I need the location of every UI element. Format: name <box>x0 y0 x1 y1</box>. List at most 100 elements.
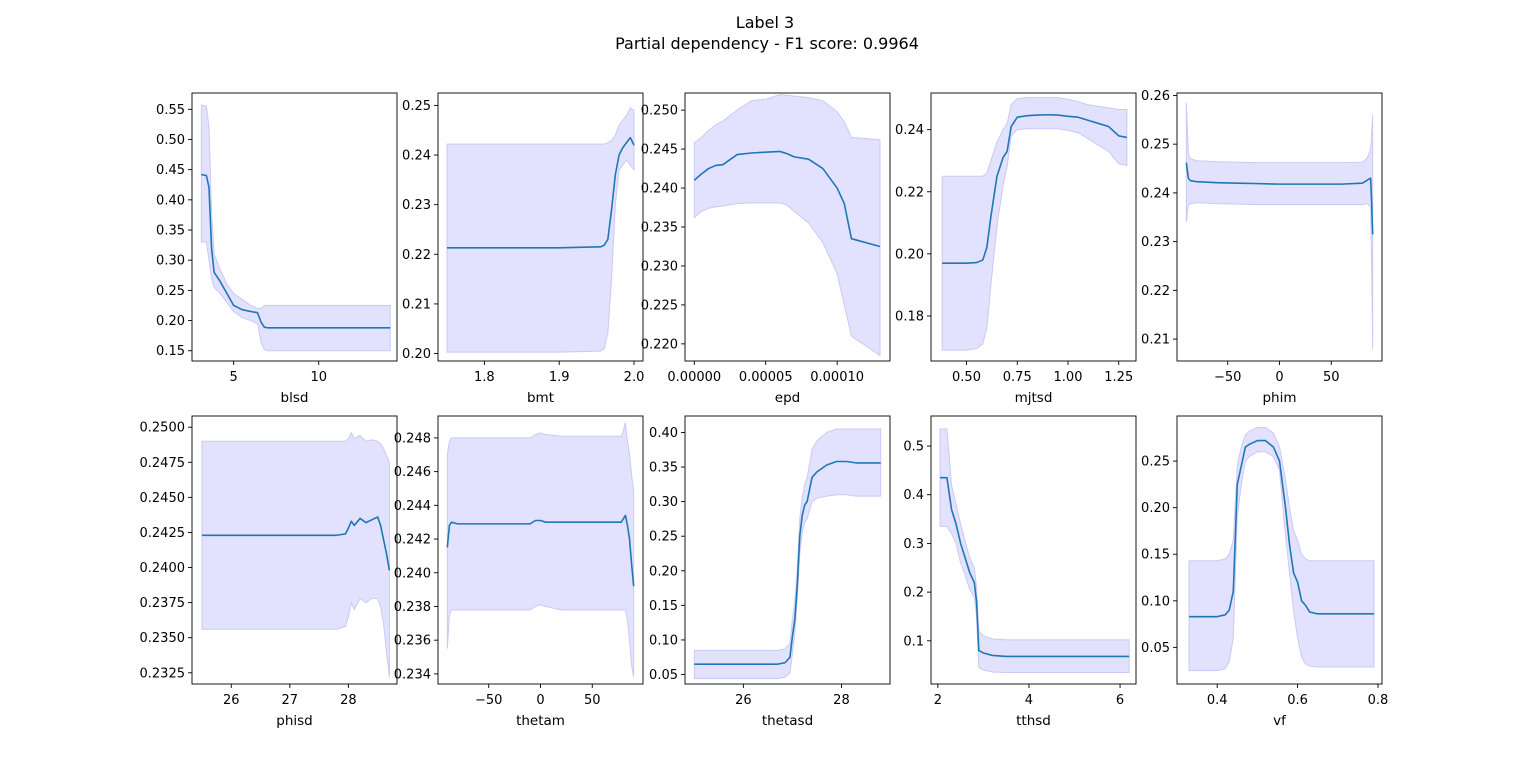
x-tick-label: 0 <box>536 693 544 708</box>
subplot-tthsd: 2 4 6 0.1 0.2 0.3 0.4 0.5 tthsd <box>903 415 1137 729</box>
y-tick-label: 0.22 <box>895 185 924 200</box>
x-tick-label: −50 <box>1214 370 1241 385</box>
x-tick-label: 2 <box>934 693 942 708</box>
x-tick-label: 50 <box>1323 370 1340 385</box>
x-axis-label: phisd <box>276 713 312 729</box>
y-tick-label: 0.05 <box>1141 641 1170 656</box>
x-tick-label: 0.4 <box>1207 693 1228 708</box>
x-axis-label: epd <box>775 390 800 406</box>
axes-frame-phisd <box>191 415 398 685</box>
y-tick-label: 0.15 <box>156 344 185 359</box>
y-tick-label: 0.234 <box>394 667 431 682</box>
subplot-phim: −50 0 50 0.21 0.22 0.23 0.24 0.25 0.26 phim <box>1141 89 1383 406</box>
confidence-band-bmt <box>446 107 635 353</box>
x-tick-label: 0.75 <box>1003 370 1032 385</box>
y-tick-label: 0.236 <box>394 634 431 649</box>
y-tick-label: 0.55 <box>156 103 185 118</box>
x-axis-label: tthsd <box>1016 713 1051 729</box>
y-tick-label: 0.244 <box>394 499 431 514</box>
x-tick-label: 2.0 <box>624 370 645 385</box>
y-tick-label: 0.25 <box>1141 455 1170 470</box>
y-tick-label: 0.22 <box>1141 284 1170 299</box>
x-tick-label: 50 <box>584 693 601 708</box>
y-tick-label: 0.25 <box>156 284 185 299</box>
subplot-epd: 0.00000 0.00005 0.00010 0.220 0.225 0.230 0.23… <box>641 92 891 406</box>
y-tick-label: 0.23 <box>402 198 431 213</box>
dependency-line-tthsd <box>940 476 1130 658</box>
confidence-band-blsd <box>200 104 391 352</box>
y-tick-label: 0.24 <box>895 123 924 138</box>
y-tick-label: 0.30 <box>649 495 678 510</box>
y-tick-label: 0.2 <box>903 586 924 601</box>
subplot-thetasd: 26 28 0.05 0.10 0.15 0.20 0.25 0.30 0.35 0.40 thet… <box>649 415 891 729</box>
y-tick-label: 0.21 <box>1141 333 1170 348</box>
x-tick-label: 10 <box>310 370 327 385</box>
dependency-line-thetasd <box>694 460 881 665</box>
dependency-line-bmt <box>446 136 635 249</box>
confidence-band-thetam <box>446 422 635 678</box>
y-tick-label: 0.22 <box>402 248 431 263</box>
axes-frame-mjtsd <box>930 92 1137 362</box>
x-tick-label: 1.00 <box>1054 370 1083 385</box>
y-tick-label: 0.2425 <box>140 526 186 541</box>
x-axis-label: bmt <box>527 390 554 406</box>
x-tick-label: 28 <box>833 693 850 708</box>
y-tick-label: 0.20 <box>649 564 678 579</box>
x-tick-label: 0.00010 <box>810 370 864 385</box>
y-tick-label: 0.40 <box>649 426 678 441</box>
confidence-band-thetasd <box>693 428 882 680</box>
y-tick-label: 0.2400 <box>140 561 186 576</box>
y-tick-label: 0.20 <box>156 314 185 329</box>
x-tick-label: 26 <box>735 693 752 708</box>
y-tick-label: 0.24 <box>1141 186 1170 201</box>
x-axis-label: phim <box>1262 390 1296 406</box>
y-tick-label: 0.45 <box>156 163 185 178</box>
y-tick-label: 0.225 <box>641 298 678 313</box>
y-tick-label: 0.18 <box>895 309 924 324</box>
dependency-line-mjtsd <box>942 113 1128 264</box>
y-tick-label: 0.25 <box>402 99 431 114</box>
y-tick-label: 0.20 <box>895 247 924 262</box>
y-tick-label: 0.1 <box>903 634 924 649</box>
y-tick-label: 0.220 <box>641 337 678 352</box>
y-tick-label: 0.25 <box>649 530 678 545</box>
y-tick-label: 0.240 <box>394 566 431 581</box>
x-tick-label: 27 <box>282 693 299 708</box>
dependency-line-phisd <box>201 516 391 571</box>
confidence-band-tthsd <box>939 428 1130 673</box>
x-axis-label: mjtsd <box>1015 390 1053 406</box>
y-tick-label: 0.2350 <box>140 631 186 646</box>
y-tick-label: 0.40 <box>156 193 185 208</box>
y-tick-label: 0.4 <box>903 488 924 503</box>
y-tick-label: 0.2450 <box>140 491 186 506</box>
x-tick-label: 6 <box>1116 693 1124 708</box>
figure-title-line2: Partial dependency - F1 score: 0.9964 <box>615 34 919 53</box>
x-tick-label: 1.8 <box>474 370 495 385</box>
x-axis-label: thetam <box>516 713 565 729</box>
y-tick-label: 0.21 <box>402 297 431 312</box>
x-tick-label: −50 <box>475 693 502 708</box>
confidence-band-mjtsd <box>941 97 1128 351</box>
y-tick-label: 0.05 <box>649 668 678 683</box>
axes-frame-bmt <box>437 92 644 362</box>
x-tick-label: 0 <box>1275 370 1283 385</box>
dependency-line-blsd <box>201 173 391 329</box>
axes-frame-tthsd <box>930 415 1137 685</box>
y-tick-label: 0.35 <box>156 224 185 239</box>
y-tick-label: 0.2475 <box>140 456 186 471</box>
x-tick-label: 0.6 <box>1287 693 1308 708</box>
dependency-line-phim <box>1185 162 1374 235</box>
confidence-band-phim <box>1185 102 1374 349</box>
dependency-line-epd <box>693 150 881 248</box>
subplot-thetam: −50 0 50 0.234 0.236 0.238 0.240 0.242 0.244 0.24… <box>394 415 644 729</box>
confidence-band-phisd <box>201 431 390 678</box>
axes-frame-phim <box>1176 92 1383 362</box>
y-tick-label: 0.35 <box>649 461 678 476</box>
subplot-grid: 5 100.150.200.250.300.350.400.450.500.55b… <box>140 89 1389 729</box>
y-tick-label: 0.20 <box>402 347 431 362</box>
y-tick-label: 0.26 <box>1141 89 1170 104</box>
axes-frame-blsd <box>191 92 398 362</box>
x-axis-label: vf <box>1273 713 1287 729</box>
y-tick-label: 0.242 <box>394 533 431 548</box>
